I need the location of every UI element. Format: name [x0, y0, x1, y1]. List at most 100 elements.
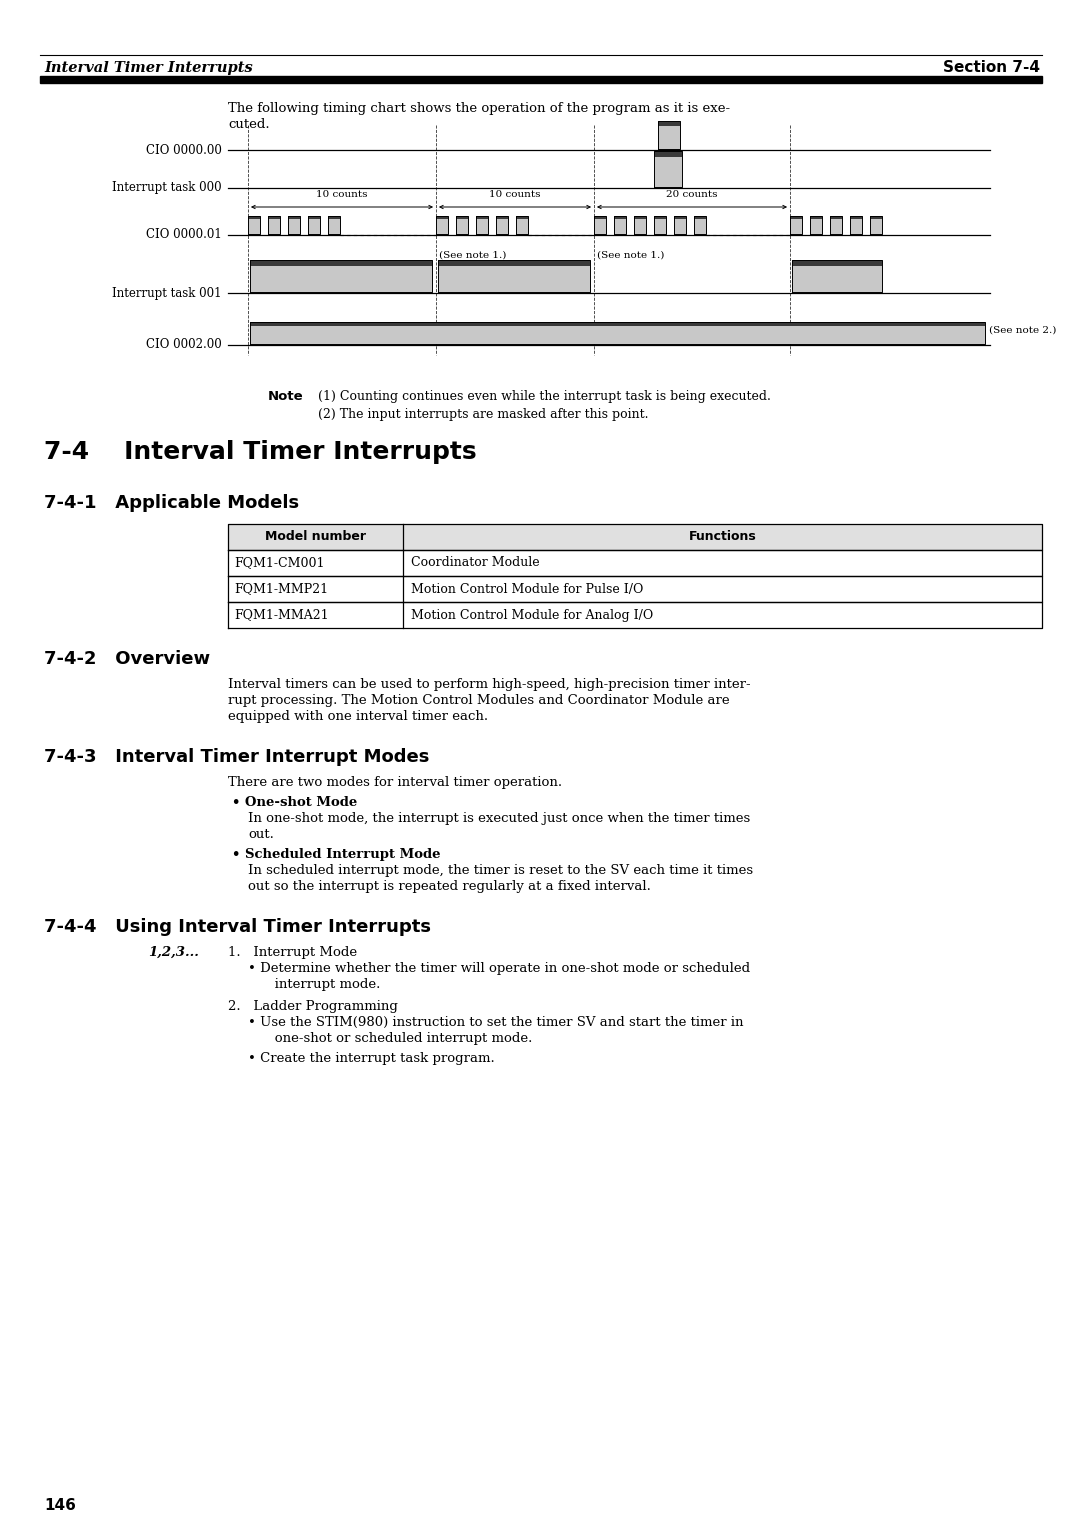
Text: one-shot or scheduled interrupt mode.: one-shot or scheduled interrupt mode. — [262, 1031, 532, 1045]
Text: interrupt mode.: interrupt mode. — [262, 978, 380, 992]
Text: FQM1-CM001: FQM1-CM001 — [234, 556, 324, 570]
Text: rupt processing. The Motion Control Modules and Coordinator Module are: rupt processing. The Motion Control Modu… — [228, 694, 730, 707]
Text: 1.   Interrupt Mode: 1. Interrupt Mode — [228, 946, 357, 960]
Bar — [594, 215, 606, 234]
Text: (See note 1.): (See note 1.) — [438, 251, 507, 260]
Bar — [436, 215, 448, 219]
Text: Interrupt task 001: Interrupt task 001 — [112, 287, 222, 299]
Text: Motion Control Module for Pulse I/O: Motion Control Module for Pulse I/O — [411, 582, 644, 596]
Text: FQM1-MMP21: FQM1-MMP21 — [234, 582, 328, 596]
Text: (See note 2.): (See note 2.) — [989, 325, 1056, 335]
Text: • Determine whether the timer will operate in one-shot mode or scheduled: • Determine whether the timer will opera… — [248, 963, 751, 975]
Text: Note: Note — [268, 390, 303, 403]
Bar — [476, 215, 488, 234]
Text: There are two modes for interval timer operation.: There are two modes for interval timer o… — [228, 776, 562, 788]
Bar — [792, 260, 882, 292]
Bar — [249, 260, 432, 292]
Bar — [248, 215, 260, 234]
Bar — [789, 215, 802, 234]
Text: Interval Timer Interrupts: Interval Timer Interrupts — [44, 61, 253, 75]
Bar — [810, 215, 822, 219]
Bar — [40, 76, 1042, 83]
Text: 7-4-4   Using Interval Timer Interrupts: 7-4-4 Using Interval Timer Interrupts — [44, 918, 431, 937]
Text: FQM1-MMA21: FQM1-MMA21 — [234, 608, 328, 622]
Bar — [694, 215, 706, 219]
Bar — [496, 215, 508, 234]
Text: cuted.: cuted. — [228, 118, 270, 131]
Text: 10 counts: 10 counts — [489, 189, 541, 199]
Bar — [249, 322, 985, 325]
Bar — [288, 215, 300, 219]
Bar — [268, 215, 280, 234]
Bar — [831, 215, 842, 219]
Text: Interval timers can be used to perform high-speed, high-precision timer inter-: Interval timers can be used to perform h… — [228, 678, 751, 691]
Bar — [268, 215, 280, 219]
Bar — [288, 215, 300, 234]
Text: Interrupt task 000: Interrupt task 000 — [112, 182, 222, 194]
Bar — [438, 260, 590, 266]
Text: CIO 0000.00: CIO 0000.00 — [146, 144, 222, 156]
Bar — [870, 215, 882, 219]
Bar — [438, 260, 590, 292]
Bar — [516, 215, 528, 219]
Text: Coordinator Module: Coordinator Module — [411, 556, 540, 570]
Bar — [615, 215, 626, 234]
Bar — [615, 215, 626, 219]
Text: 7-4-2   Overview: 7-4-2 Overview — [44, 649, 211, 668]
Text: • Use the STIM(980) instruction to set the timer SV and start the timer in: • Use the STIM(980) instruction to set t… — [248, 1016, 743, 1028]
Bar — [634, 215, 646, 234]
Bar — [228, 524, 1042, 550]
Bar — [308, 215, 320, 234]
Bar — [694, 215, 706, 234]
Text: Section 7-4: Section 7-4 — [943, 61, 1040, 75]
Text: In one-shot mode, the interrupt is executed just once when the timer times: In one-shot mode, the interrupt is execu… — [248, 811, 751, 825]
Text: 146: 146 — [44, 1497, 76, 1513]
Bar — [654, 215, 666, 234]
Text: out.: out. — [248, 828, 274, 840]
Text: CIO 0000.01: CIO 0000.01 — [146, 229, 222, 241]
Bar — [249, 322, 985, 344]
Bar — [496, 215, 508, 219]
Text: 7-4-3   Interval Timer Interrupt Modes: 7-4-3 Interval Timer Interrupt Modes — [44, 749, 430, 766]
Bar — [436, 215, 448, 234]
Bar — [654, 151, 681, 157]
Text: • Scheduled Interrupt Mode: • Scheduled Interrupt Mode — [232, 848, 441, 860]
Bar — [328, 215, 340, 219]
Text: 7-4-1   Applicable Models: 7-4-1 Applicable Models — [44, 494, 299, 512]
Bar — [792, 260, 882, 266]
Text: • One-shot Mode: • One-shot Mode — [232, 796, 357, 808]
Text: CIO 0002.00: CIO 0002.00 — [146, 339, 222, 351]
Text: Motion Control Module for Analog I/O: Motion Control Module for Analog I/O — [411, 608, 653, 622]
Bar — [634, 215, 646, 219]
Bar — [850, 215, 862, 219]
Bar — [850, 215, 862, 234]
Text: equipped with one interval timer each.: equipped with one interval timer each. — [228, 711, 488, 723]
Bar — [810, 215, 822, 234]
Bar — [308, 215, 320, 219]
Bar — [789, 215, 802, 219]
Text: (1) Counting continues even while the interrupt task is being executed.: (1) Counting continues even while the in… — [318, 390, 771, 403]
Bar — [248, 215, 260, 219]
Bar — [476, 215, 488, 219]
Text: 2.   Ladder Programming: 2. Ladder Programming — [228, 999, 397, 1013]
Bar — [249, 260, 432, 266]
Text: 1,2,3...: 1,2,3... — [148, 946, 199, 960]
Bar — [456, 215, 468, 219]
Text: In scheduled interrupt mode, the timer is reset to the SV each time it times: In scheduled interrupt mode, the timer i… — [248, 863, 753, 877]
Text: Model number: Model number — [265, 530, 366, 544]
Text: The following timing chart shows the operation of the program as it is exe-: The following timing chart shows the ope… — [228, 102, 730, 115]
Bar — [658, 121, 680, 125]
Text: 10 counts: 10 counts — [316, 189, 368, 199]
Bar — [674, 215, 686, 234]
Text: (2) The input interrupts are masked after this point.: (2) The input interrupts are masked afte… — [318, 408, 648, 422]
Bar — [516, 215, 528, 234]
Text: (See note 1.): (See note 1.) — [597, 251, 664, 260]
Text: Functions: Functions — [689, 530, 756, 544]
Bar — [594, 215, 606, 219]
Bar — [328, 215, 340, 234]
Text: 20 counts: 20 counts — [666, 189, 718, 199]
Bar — [658, 121, 680, 150]
Bar — [654, 215, 666, 219]
Text: 7-4    Interval Timer Interrupts: 7-4 Interval Timer Interrupts — [44, 440, 476, 465]
Bar — [674, 215, 686, 219]
